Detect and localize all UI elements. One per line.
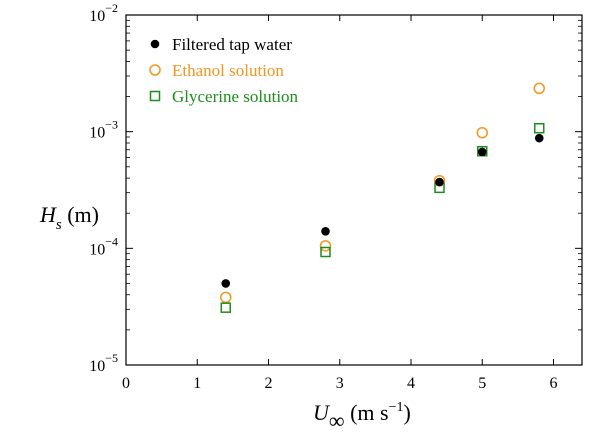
data-point [533,82,545,95]
legend: Filtered tap water Ethanol solution Glycer… [149,35,299,106]
data-point [435,177,444,187]
y-axis-label-main: H [39,202,57,227]
y-tick-label: 10−4 [89,234,118,258]
x-axis-label: U∞ (m s−1) [313,400,411,433]
data-point [220,302,231,313]
data-point [320,246,331,258]
legend-label: Ethanol solution [172,61,284,80]
x-axis-label-unit-sup: −1 [389,400,404,415]
plot-frame [125,14,583,366]
data-point [221,279,231,288]
data-point [220,291,232,304]
legend-marker [150,39,160,49]
x-axis-ticks: 0 1 2 3 4 5 6 [122,15,558,392]
x-tick-label: 1 [193,375,201,392]
x-axis-label-unit-close: ) [403,400,410,425]
x-tick-label: 5 [478,375,486,392]
y-axis-label-sub: s [56,217,62,233]
x-tick-label: 2 [265,375,273,392]
y-tick-label: 10−2 [89,1,118,25]
data-point [476,126,488,139]
y-axis-ticks: 10−5 10−4 10−3 10−2 [89,1,582,375]
legend-marker [149,64,161,76]
y-tick-label: 10−5 [89,351,118,375]
data-markers [220,82,545,313]
x-tick-label: 3 [336,375,344,392]
x-tick-label: 0 [122,375,130,392]
y-tick-label: 10−3 [89,118,118,142]
data-point [534,133,544,143]
data-point [534,122,545,134]
data-point [319,240,332,252]
data-point [321,226,330,236]
x-tick-label: 4 [407,375,415,392]
y-axis-label: Hs (m) [39,202,99,233]
x-tick-label: 6 [550,375,558,392]
x-axis-label-sub: ∞ [329,408,345,433]
x-axis-label-unit-open: (m s [345,400,389,425]
legend-marker [149,90,161,102]
x-axis-label-main: U [313,400,331,425]
legend-label: Filtered tap water [172,35,292,54]
y-axis-label-unit: (m) [62,202,99,227]
data-point [477,147,487,157]
legend-label: Glycerine solution [172,87,299,106]
